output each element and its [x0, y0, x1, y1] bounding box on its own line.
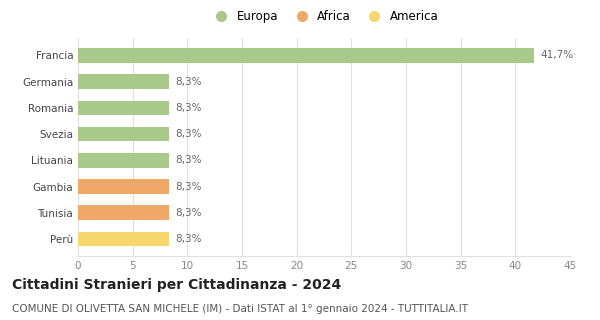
Text: 8,3%: 8,3% — [175, 234, 202, 244]
Text: 41,7%: 41,7% — [541, 51, 574, 60]
Text: Cittadini Stranieri per Cittadinanza - 2024: Cittadini Stranieri per Cittadinanza - 2… — [12, 278, 341, 292]
Text: 8,3%: 8,3% — [175, 129, 202, 139]
Text: 8,3%: 8,3% — [175, 181, 202, 191]
Text: 8,3%: 8,3% — [175, 77, 202, 87]
Bar — [78, 232, 169, 246]
Text: 8,3%: 8,3% — [175, 103, 202, 113]
Text: 8,3%: 8,3% — [175, 208, 202, 218]
Bar — [78, 48, 534, 63]
Legend: Europa, Africa, America: Europa, Africa, America — [205, 6, 443, 28]
Bar — [78, 179, 169, 194]
Bar — [78, 127, 169, 141]
Text: COMUNE DI OLIVETTA SAN MICHELE (IM) - Dati ISTAT al 1° gennaio 2024 - TUTTITALIA: COMUNE DI OLIVETTA SAN MICHELE (IM) - Da… — [12, 304, 468, 314]
Text: 8,3%: 8,3% — [175, 155, 202, 165]
Bar — [78, 101, 169, 115]
Bar — [78, 205, 169, 220]
Bar — [78, 153, 169, 167]
Bar — [78, 75, 169, 89]
